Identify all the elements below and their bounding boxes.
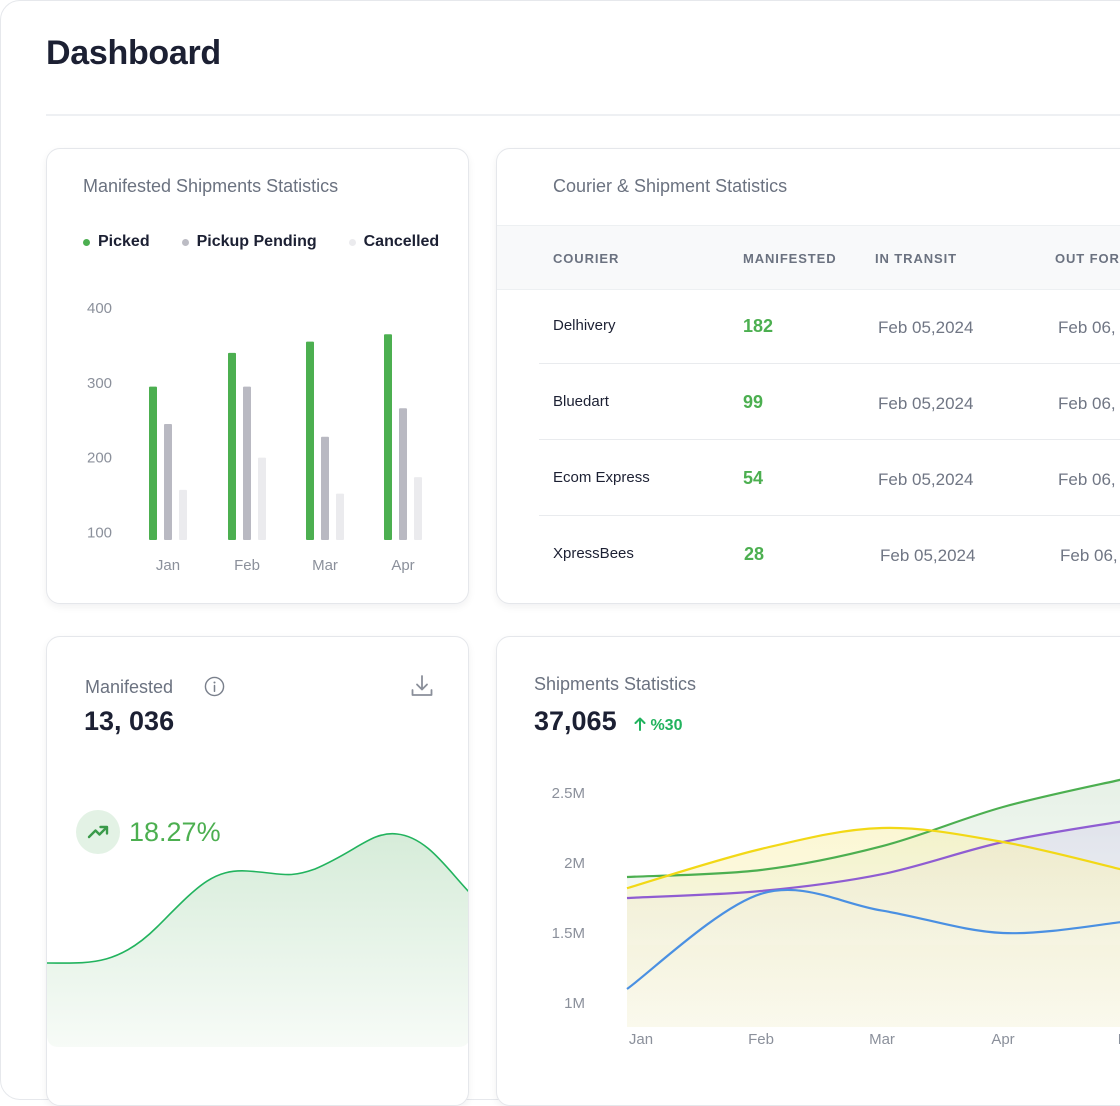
y-tick-label: 2.5M [552, 785, 585, 802]
legend-dot-cancelled [348, 238, 356, 246]
cell-out-for: Feb 06, [1058, 394, 1116, 413]
legend-pickup-pending[interactable]: Pickup Pending [181, 233, 317, 251]
cell-in-transit: Feb 05,2024 [878, 394, 974, 413]
bar-cancelled[interactable] [258, 457, 266, 540]
series-line[interactable] [626, 820, 1120, 900]
series-line[interactable] [626, 778, 1120, 879]
bar-picked[interactable] [306, 341, 314, 540]
x-tick-label: Mar [312, 557, 338, 574]
x-tick-label: M [1118, 1031, 1120, 1048]
courier-stats-card: Courier & Shipment Statistics COURIER MA… [496, 148, 1120, 604]
trend-badge [76, 810, 120, 854]
bar-picked[interactable] [149, 386, 157, 540]
bar-picked[interactable] [228, 352, 236, 540]
y-tick-label: 200 [87, 450, 112, 467]
bar-cancelled[interactable] [179, 489, 187, 540]
x-tick-label: Apr [991, 1031, 1014, 1048]
bar-cancelled[interactable] [336, 493, 344, 540]
legend-dot-pickup-pending [181, 238, 189, 246]
bar-picked[interactable] [384, 334, 392, 540]
cell-manifested: 182 [743, 316, 774, 336]
trending-up-icon [87, 825, 109, 839]
line-chart: 2.5M 2M 1.5M 1M Jan Feb Mar Apr M [552, 778, 1120, 1048]
bar-pickup-pending[interactable] [399, 408, 407, 540]
x-tick-label: Feb [748, 1031, 774, 1048]
manifested-value: 13, 036 [84, 706, 175, 736]
cell-courier: XpressBees [553, 545, 634, 562]
series-line[interactable] [626, 826, 1120, 890]
cell-in-transit: Feb 05,2024 [878, 318, 974, 337]
column-header-courier[interactable]: COURIER [553, 251, 620, 266]
legend-picked[interactable]: Picked [83, 233, 150, 251]
area-line [47, 832, 468, 964]
bar-chart: 400 300 200 100 Jan Feb Mar Apr [87, 300, 422, 574]
cell-out-for: Feb 06, [1058, 318, 1116, 337]
legend-dot-picked [83, 238, 90, 246]
legend-label: Cancelled [363, 233, 440, 250]
page-title: Dashboard [46, 34, 221, 72]
card-title: Manifested Shipments Statistics [83, 176, 339, 196]
cell-courier: Bluedart [553, 393, 609, 410]
chart-legend: Picked Pickup Pending Cancelled [83, 233, 439, 251]
manifested-shipments-card: Manifested Shipments Statistics Picked P… [46, 148, 469, 604]
card-title: Shipments Statistics [534, 674, 697, 694]
download-icon[interactable] [409, 673, 435, 699]
y-tick-label: 400 [87, 300, 112, 317]
x-tick-label: Jan [629, 1031, 653, 1048]
cell-in-transit: Feb 05,2024 [880, 546, 976, 565]
cell-courier: Ecom Express [553, 469, 650, 486]
card-title: Manifested [85, 677, 174, 697]
cell-manifested: 28 [744, 544, 765, 564]
shipments-value: 37,065 [534, 706, 617, 736]
column-header-in-transit[interactable]: IN TRANSIT [875, 251, 957, 266]
series-area [627, 827, 1120, 1027]
x-tick-label: Jan [156, 557, 180, 574]
y-tick-label: 300 [87, 375, 112, 392]
info-icon[interactable] [204, 676, 225, 697]
legend-label: Pickup Pending [196, 233, 317, 250]
delta-indicator: %30 [634, 717, 682, 735]
title-divider [46, 114, 1120, 116]
bar-cancelled[interactable] [414, 477, 422, 540]
bar-pickup-pending[interactable] [243, 386, 251, 540]
manifested-card: Manifested 13, 036 18.27% [46, 636, 469, 1106]
cell-courier: Delhivery [553, 317, 616, 334]
area-chart [47, 832, 468, 1047]
y-tick-label: 1.5M [552, 925, 585, 942]
cell-out-for: Feb 06, [1058, 470, 1116, 489]
cell-manifested: 54 [743, 468, 764, 488]
legend-label: Picked [98, 233, 150, 250]
card-title: Courier & Shipment Statistics [553, 176, 788, 196]
cell-in-transit: Feb 05,2024 [878, 470, 974, 489]
row-divider [539, 363, 1120, 364]
x-tick-label: Feb [234, 557, 260, 574]
delta-value: %30 [650, 717, 683, 734]
y-tick-label: 2M [564, 855, 585, 872]
area-fill [47, 833, 468, 1047]
legend-cancelled[interactable]: Cancelled [348, 233, 440, 251]
column-header-manifested[interactable]: MANIFESTED [743, 251, 837, 266]
y-tick-label: 1M [564, 995, 585, 1012]
row-divider [539, 439, 1120, 440]
row-divider [539, 515, 1120, 516]
bar-pickup-pending[interactable] [321, 436, 329, 540]
bar-pickup-pending[interactable] [164, 424, 172, 540]
x-tick-label: Apr [391, 557, 414, 574]
cell-manifested: 99 [743, 392, 764, 412]
series-line[interactable] [626, 888, 1120, 990]
arrow-up-icon [634, 717, 646, 731]
y-tick-label: 100 [87, 525, 112, 542]
column-header-out-for[interactable]: OUT FOR [1055, 251, 1120, 266]
cell-out-for: Feb 06, [1060, 546, 1118, 565]
x-tick-label: Mar [869, 1031, 895, 1048]
shipments-stats-card: Shipments Statistics 37,065 %30 2.5M 2M 1.… [496, 636, 1120, 1106]
table-header: COURIER MANIFESTED IN TRANSIT OUT FOR [497, 225, 1120, 290]
trend-percent: 18.27% [129, 817, 221, 847]
